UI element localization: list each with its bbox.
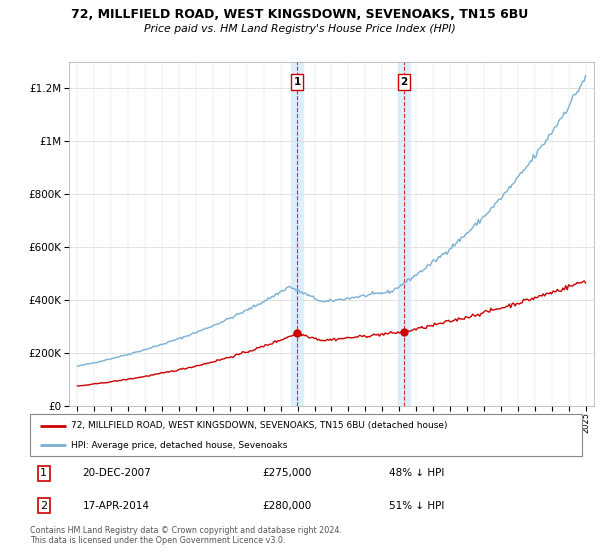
Bar xyxy=(291,62,303,406)
Text: 1: 1 xyxy=(293,77,301,87)
Bar xyxy=(398,62,410,406)
FancyBboxPatch shape xyxy=(30,414,582,456)
Text: Contains HM Land Registry data © Crown copyright and database right 2024.: Contains HM Land Registry data © Crown c… xyxy=(30,526,342,535)
Text: 48% ↓ HPI: 48% ↓ HPI xyxy=(389,468,444,478)
Text: £275,000: £275,000 xyxy=(262,468,311,478)
Text: This data is licensed under the Open Government Licence v3.0.: This data is licensed under the Open Gov… xyxy=(30,536,286,545)
Text: 72, MILLFIELD ROAD, WEST KINGSDOWN, SEVENOAKS, TN15 6BU: 72, MILLFIELD ROAD, WEST KINGSDOWN, SEVE… xyxy=(71,8,529,21)
Text: 72, MILLFIELD ROAD, WEST KINGSDOWN, SEVENOAKS, TN15 6BU (detached house): 72, MILLFIELD ROAD, WEST KINGSDOWN, SEVE… xyxy=(71,421,448,430)
Text: 51% ↓ HPI: 51% ↓ HPI xyxy=(389,501,444,511)
Text: 20-DEC-2007: 20-DEC-2007 xyxy=(82,468,151,478)
Text: 2: 2 xyxy=(401,77,408,87)
Text: Price paid vs. HM Land Registry's House Price Index (HPI): Price paid vs. HM Land Registry's House … xyxy=(144,24,456,34)
Text: 1: 1 xyxy=(40,468,47,478)
Text: 2: 2 xyxy=(40,501,47,511)
Text: £280,000: £280,000 xyxy=(262,501,311,511)
Text: 17-APR-2014: 17-APR-2014 xyxy=(82,501,149,511)
Text: HPI: Average price, detached house, Sevenoaks: HPI: Average price, detached house, Seve… xyxy=(71,441,288,450)
